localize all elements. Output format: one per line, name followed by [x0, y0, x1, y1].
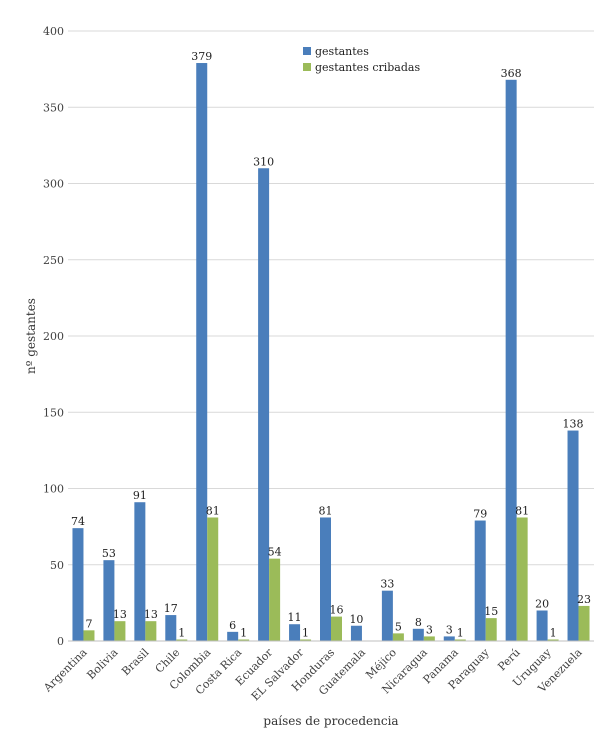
bar-gestantes [412, 628, 424, 641]
y-tick-label: 350 [43, 101, 64, 114]
data-label: 8 [415, 616, 422, 629]
data-label: 81 [206, 504, 220, 517]
legend-label-gestantes: gestantes [315, 45, 369, 58]
legend-swatch-gestantes [303, 47, 311, 55]
bar-gestantes-cribadas [578, 605, 590, 641]
data-label: 1 [302, 626, 309, 639]
bar-gestantes [350, 625, 362, 641]
bar-gestantes-cribadas [516, 517, 528, 641]
data-label: 81 [319, 504, 333, 517]
data-label: 15 [484, 605, 498, 618]
data-label: 16 [330, 604, 344, 617]
data-label: 91 [133, 489, 147, 502]
data-label: 1 [240, 626, 247, 639]
bars [72, 63, 590, 642]
data-label: 11 [288, 611, 302, 624]
data-label: 10 [349, 613, 363, 626]
x-tick-label: Brasil [119, 646, 152, 679]
data-label: 138 [563, 418, 584, 431]
bar-gestantes [227, 631, 239, 641]
data-label: 310 [253, 155, 274, 168]
bar-gestantes-cribadas [238, 639, 250, 641]
bar-gestantes-cribadas [331, 616, 342, 641]
bar-gestantes-cribadas [145, 621, 157, 641]
data-label: 74 [71, 515, 85, 528]
bar-gestantes [320, 517, 331, 641]
data-label: 17 [164, 602, 178, 615]
gridlines [68, 30, 594, 566]
data-label: 5 [395, 620, 402, 633]
y-tick-label: 250 [43, 254, 64, 267]
bar-gestantes-cribadas [83, 630, 95, 641]
bar-gestantes [443, 636, 455, 641]
x-tick-label: Bolivia [84, 646, 120, 682]
data-label: 1 [457, 626, 464, 639]
bar-gestantes-cribadas [392, 633, 404, 641]
bar-gestantes-cribadas [423, 636, 435, 641]
data-label: 13 [144, 608, 158, 621]
data-label: 7 [85, 617, 92, 630]
bar-gestantes-cribadas [269, 558, 281, 641]
x-axis-title: países de procedencia [263, 714, 398, 728]
data-label: 3 [426, 623, 433, 636]
bar-gestantes [165, 615, 177, 641]
data-label: 81 [515, 504, 529, 517]
legend: gestantes gestantes cribadas [303, 45, 420, 74]
bar-gestantes-cribadas [300, 639, 312, 641]
y-axis-title: nº gestantes [24, 298, 38, 374]
y-tick-label: 100 [43, 483, 64, 496]
y-tick-label: 50 [50, 559, 64, 572]
x-tick-label: Argentina [41, 646, 90, 695]
bar-gestantes [381, 590, 393, 641]
data-label: 20 [535, 598, 549, 611]
legend-swatch-gestantes-cribadas [303, 63, 311, 71]
y-tick-label: 400 [43, 25, 64, 38]
y-tick-label: 150 [43, 406, 64, 419]
bar-gestantes [474, 520, 486, 641]
bar-gestantes-cribadas [485, 618, 497, 641]
bar-gestantes-cribadas [454, 639, 466, 641]
data-label: 368 [501, 67, 522, 80]
bar-gestantes-cribadas [207, 517, 219, 641]
data-label: 54 [268, 546, 282, 559]
data-label: 6 [229, 619, 236, 632]
data-label: 3 [446, 623, 453, 636]
y-axis-ticks: 0 50 100 150 200 250 300 350 400 [43, 25, 64, 648]
bar-gestantes-cribadas [176, 639, 188, 641]
bar-gestantes [289, 624, 301, 641]
data-label: 33 [380, 578, 394, 591]
bar-gestantes [536, 610, 548, 641]
bar-gestantes [196, 63, 208, 641]
legend-label-gestantes-cribadas: gestantes cribadas [315, 61, 420, 74]
x-tick-label: Perú [495, 646, 522, 673]
bar-gestantes [134, 502, 146, 641]
y-tick-label: 200 [43, 330, 64, 343]
bar-gestantes-cribadas [114, 621, 126, 641]
data-label: 53 [102, 547, 116, 560]
bar-gestantes [258, 168, 270, 641]
data-label: 1 [178, 626, 185, 639]
y-tick-label: 0 [57, 635, 64, 648]
bar-gestantes [103, 560, 115, 641]
bar-gestantes [567, 430, 579, 641]
y-tick-label: 300 [43, 178, 64, 191]
bar-gestantes [505, 79, 517, 642]
bar-gestantes-cribadas [547, 639, 559, 641]
data-label: 79 [473, 508, 487, 521]
data-label: 379 [191, 50, 212, 63]
data-label: 23 [577, 593, 591, 606]
data-label: 1 [550, 626, 557, 639]
data-label: 13 [113, 608, 127, 621]
bar-gestantes [72, 528, 84, 641]
